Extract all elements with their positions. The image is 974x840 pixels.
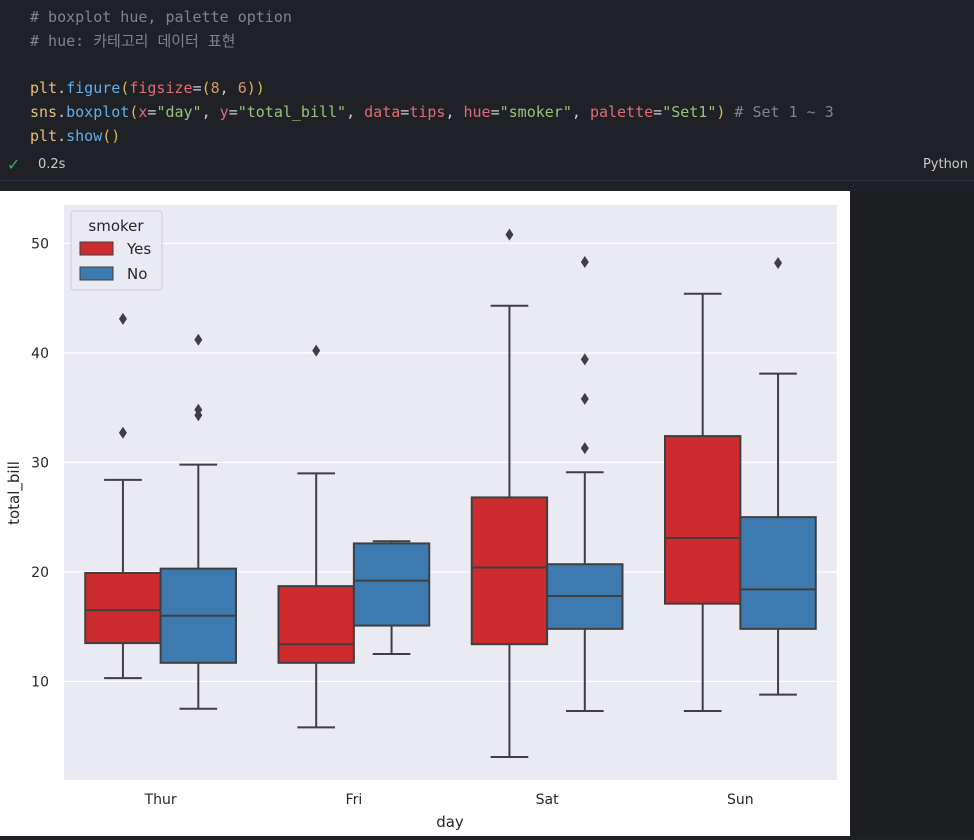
code-line-boxplot: sns.boxplot(x="day", y="total_bill", dat… [30, 101, 834, 123]
legend-title: smoker [88, 217, 144, 235]
code-token: = [490, 103, 500, 121]
code-token: boxplot [66, 103, 130, 121]
code-comment-line-1: # boxplot hue, palette option [30, 8, 292, 26]
x-tick-label: Sun [727, 792, 754, 808]
code-token: 6 [237, 79, 247, 97]
cell-output: 10 20 30 40 50 Thur Fri Sat Sun day total_bill … [0, 191, 850, 836]
code-line-figure: plt.figure(figsize=(8, 6)) [30, 77, 265, 99]
code-token: , [445, 103, 464, 121]
legend: smoker Yes No [70, 210, 163, 291]
legend-label-yes: Yes [126, 240, 151, 258]
box-flier [118, 426, 127, 439]
code-token: "total_bill" [237, 103, 347, 121]
code-token: , [201, 103, 220, 121]
execution-time: 0.2s [38, 157, 66, 172]
x-tick-label: Fri [346, 792, 363, 808]
box-flier [194, 333, 203, 346]
box-body [664, 435, 742, 605]
box-flier [774, 257, 783, 270]
code-line-show: plt.show() [30, 125, 120, 147]
code-token: , [346, 103, 365, 121]
code-token: plt [30, 79, 58, 97]
legend-swatch-no [79, 266, 114, 281]
code-token: show [66, 127, 103, 145]
box-flier [580, 353, 589, 366]
y-tick-labels: 10 20 30 40 50 [31, 236, 49, 690]
language-label[interactable]: Python [922, 157, 968, 172]
code-token: . [57, 103, 67, 121]
code-token: hue [463, 103, 491, 121]
box-flier [194, 403, 203, 416]
box-flier [505, 228, 514, 241]
code-cell[interactable]: # boxplot hue, palette option # hue: 카테고… [0, 0, 974, 152]
box-body [739, 516, 817, 630]
box-flier [580, 255, 589, 268]
y-tick-label: 10 [31, 674, 49, 690]
legend-label-no: No [127, 265, 147, 283]
box-flier [312, 344, 321, 357]
code-token: ) [255, 79, 265, 97]
box-flier [580, 442, 589, 455]
code-token: x [138, 103, 148, 121]
code-token: = [400, 103, 410, 121]
code-token: , [219, 79, 238, 97]
box-body [470, 496, 549, 646]
code-token: "Set1" [662, 103, 717, 121]
code-token: = [192, 79, 202, 97]
x-tick-label: Thur [144, 792, 177, 808]
x-axis-label: day [436, 813, 464, 831]
code-token: ) [716, 103, 726, 121]
legend-swatch-yes [79, 241, 114, 256]
code-token: () [102, 127, 121, 145]
code-token: "smoker" [499, 103, 572, 121]
x-tick-label: Sat [536, 792, 559, 808]
y-axis-label: total_bill [5, 461, 24, 525]
code-token: 8 [210, 79, 220, 97]
code-comment-line-2: # hue: 카테고리 데이터 표현 [30, 32, 236, 50]
code-token: ( [201, 79, 211, 97]
code-token: figsize [129, 79, 193, 97]
box-flier [118, 312, 127, 325]
code-token: = [653, 103, 663, 121]
output-gutter [850, 191, 974, 836]
code-token: plt [30, 127, 58, 145]
y-tick-label: 30 [31, 455, 49, 471]
code-token: = [147, 103, 157, 121]
code-token: figure [66, 79, 121, 97]
code-token: data [364, 103, 401, 121]
code-token: "day" [156, 103, 202, 121]
code-inline-comment: # Set 1 ~ 3 [725, 103, 834, 121]
code-token: = [228, 103, 238, 121]
box-body [84, 572, 162, 645]
check-icon: ✓ [7, 155, 21, 174]
x-tick-labels: Thur Fri Sat Sun [144, 792, 754, 808]
code-token: ) [246, 79, 256, 97]
y-tick-label: 20 [31, 565, 49, 581]
y-tick-label: 40 [31, 346, 49, 362]
box-layer [84, 228, 817, 758]
cell-status-bar: ✓ 0.2s Python [0, 152, 974, 181]
code-token: sns [30, 103, 58, 121]
box-flier [580, 392, 589, 405]
box-body [277, 585, 355, 664]
code-token: ( [129, 103, 139, 121]
box-body [352, 542, 431, 627]
code-token: y [219, 103, 229, 121]
code-token: ( [120, 79, 130, 97]
code-token: tips [409, 103, 446, 121]
y-tick-label: 50 [31, 236, 49, 252]
code-token: . [57, 79, 67, 97]
code-token: . [57, 127, 67, 145]
code-token: , [571, 103, 590, 121]
code-token: palette [589, 103, 654, 121]
